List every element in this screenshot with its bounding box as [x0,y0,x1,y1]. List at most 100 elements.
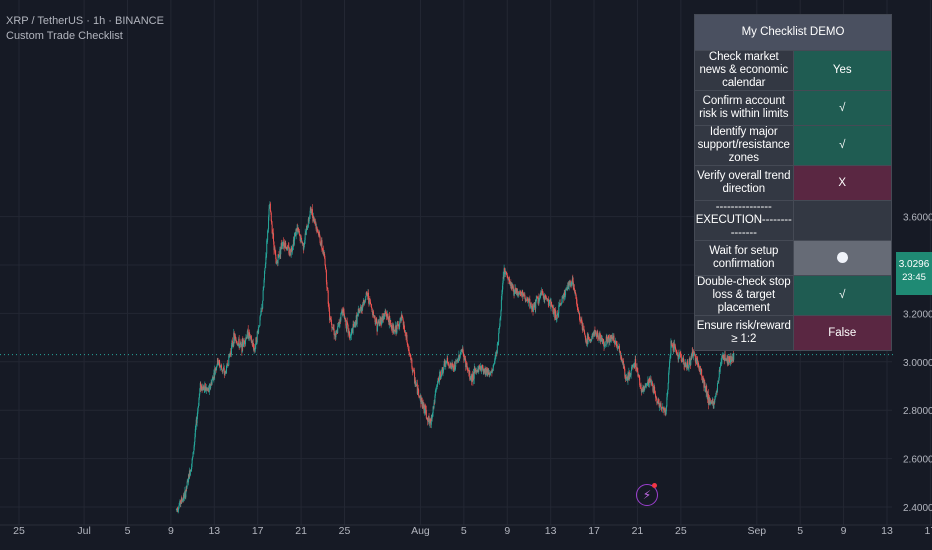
candle-body [561,303,562,305]
candle-body [575,293,577,299]
candle-body [258,326,260,333]
candle-body [274,247,276,252]
candle-body [263,270,265,281]
candle-body [297,227,299,233]
symbol-title[interactable]: XRP / TetherUS · 1h · BINANCE [6,15,164,27]
candle-body [649,378,651,383]
candle-body [497,341,499,344]
candle-body [227,365,229,366]
candle-body [228,355,230,366]
candle-body [254,349,256,351]
candle-body [347,322,349,325]
candle-body [626,376,628,378]
candle-body [614,342,616,345]
candle-body [195,426,197,429]
checklist-row-confirm-account-risk: Confirm account risk is within limits √ [694,90,892,126]
y-axis-label: 3.6000 [903,213,932,224]
candle-body [711,402,713,404]
x-axis-label: 13 [881,525,893,537]
checklist-label: Identify major support/resistance zones [694,125,794,166]
candle-body [259,315,261,317]
candle-body [424,405,426,414]
candle-body [337,325,339,327]
candle-body [566,289,568,290]
candle-body [441,369,443,377]
candle-body [326,282,328,288]
candle-body [277,254,279,264]
candle-body [679,351,681,355]
candle-body [403,324,405,330]
checklist-status: False [792,315,892,351]
candle-body [359,307,361,311]
candle-body [417,388,419,394]
candle-body [618,345,620,352]
candle-body [505,271,507,274]
candle-body [495,353,497,358]
candle-body [285,243,287,248]
candle-body [221,365,223,369]
candle-body [690,359,692,365]
candle-body [339,320,341,324]
candle-body [513,292,515,295]
candle-body [221,368,223,371]
candle-body [516,289,518,293]
candle-body [646,382,648,384]
candle-body [496,344,498,353]
candle-body [585,340,587,344]
candle-body [616,342,618,345]
candle-body [198,397,200,406]
candle-body [404,331,406,333]
candle-body [433,402,435,408]
candle-body [356,315,358,325]
candle-body [596,334,598,337]
candle-body [553,309,555,312]
candle-body [333,328,335,335]
candle-body [579,319,581,321]
checklist-label: ---------------EXECUTION--------------- [694,200,794,241]
candle-body [247,329,249,339]
candle-body [668,367,670,373]
candle-body [514,291,516,293]
candle-body [584,335,586,341]
candle-body [595,330,597,335]
candle-body [655,394,657,398]
candle-body [325,264,327,269]
candle-body [413,370,415,373]
candle-body [466,367,468,370]
candle-body [427,421,429,423]
lightning-icon[interactable]: ⚡ [636,484,658,506]
candle-body [377,325,379,332]
candle-body [353,324,355,327]
candle-body [611,337,613,338]
candle-body [432,413,434,417]
candle-body [343,309,345,312]
candle-body [353,322,355,328]
candle-body [352,324,354,334]
candle-body [522,293,524,298]
candle-body [558,304,560,306]
checklist-title: My Checklist DEMO [694,14,892,51]
candle-body [532,306,534,308]
candle-body [523,293,525,295]
candle-body [189,470,191,476]
candle-body [650,378,652,385]
candle-body [607,335,609,344]
candle-body [452,363,454,366]
candle-body [603,343,605,347]
candle-body [662,406,664,408]
candle-body [369,299,371,304]
candle-body [504,268,506,271]
candle-body [424,409,426,414]
candle-body [235,336,237,339]
indicator-title[interactable]: Custom Trade Checklist [6,30,123,42]
candle-body [529,299,531,309]
candle-body [407,345,409,350]
candle-body [494,357,496,361]
candle-body [358,308,360,311]
candle-body [398,324,400,328]
candle-body [541,290,543,292]
candle-body [316,228,318,230]
candle-body [672,345,674,348]
candle-body [268,216,270,230]
